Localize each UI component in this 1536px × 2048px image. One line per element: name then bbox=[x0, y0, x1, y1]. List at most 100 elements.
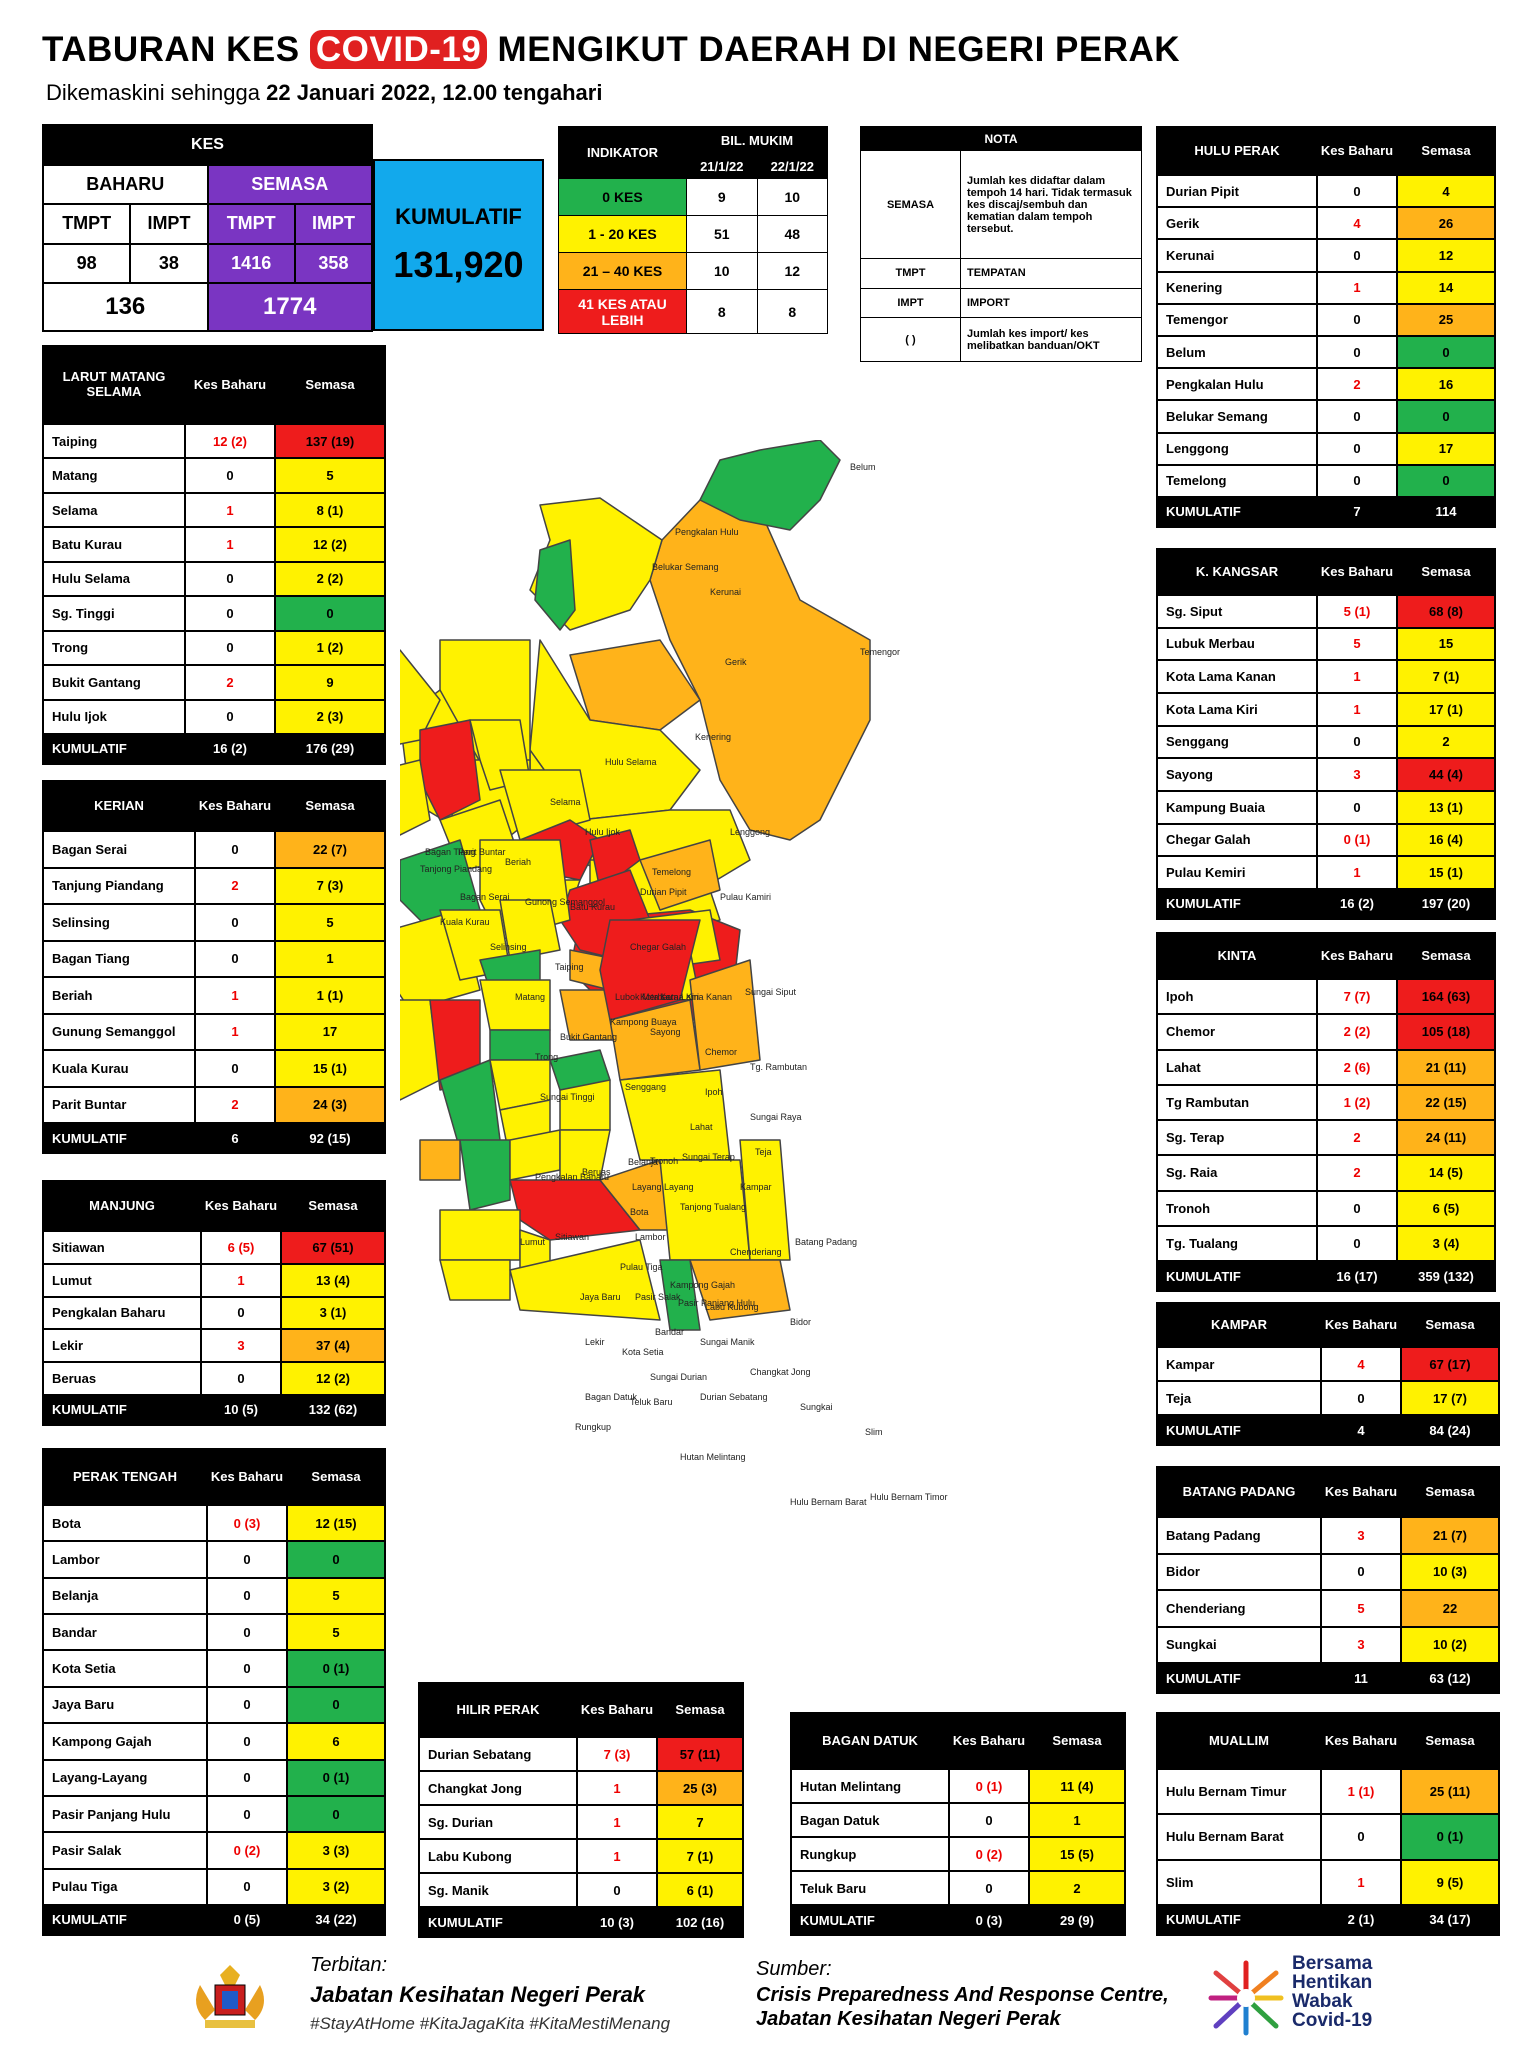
kes-baharu: 0 bbox=[1316, 238, 1398, 273]
district-name: BATANG PADANG bbox=[1156, 1466, 1322, 1518]
mukim-name: Senggang bbox=[1156, 724, 1318, 760]
semasa-value: 10 (3) bbox=[1400, 1552, 1500, 1591]
indikator-value: 48 bbox=[756, 215, 828, 253]
map-label: Taiping bbox=[555, 962, 584, 972]
indikator-value: 51 bbox=[686, 215, 758, 253]
mukim-name: Gerik bbox=[1156, 206, 1318, 241]
map-label: Kampar bbox=[740, 1182, 772, 1192]
semasa-value: 14 (5) bbox=[1396, 1154, 1496, 1192]
source-line-1: Crisis Preparedness And Response Centre, bbox=[756, 1984, 1169, 2006]
col-kes-baharu: Kes Baharu bbox=[1316, 548, 1398, 596]
district-table-larut: LARUT MATANG SELAMA Kes Baharu Semasa Taipi… bbox=[42, 345, 386, 765]
kumulatif-label: KUMULATIF bbox=[42, 1903, 208, 1936]
mukim-name: Lambor bbox=[42, 1540, 208, 1579]
map-label: Lahat bbox=[690, 1122, 713, 1132]
kes-baharu: 0 bbox=[206, 1794, 288, 1834]
kes-baharu: 0 bbox=[194, 830, 276, 869]
region-kampar bbox=[599, 919, 701, 1021]
semasa-value: 17 (7) bbox=[1400, 1380, 1500, 1416]
region-belanja bbox=[499, 899, 561, 961]
mukim-name: Kampung Buaia bbox=[1156, 789, 1318, 825]
indikator-label: 21 – 40 KES bbox=[558, 252, 687, 290]
subtitle-date: 22 Januari 2022, 12.00 tengahari bbox=[266, 80, 603, 105]
kumulatif-label: KUMULATIF bbox=[418, 1906, 578, 1938]
kumulatif-baharu: 10 (5) bbox=[200, 1393, 282, 1426]
col-kes-baharu: Kes Baharu bbox=[206, 1448, 288, 1506]
kes-baharu: 0 bbox=[206, 1867, 288, 1906]
mukim-name: Belum bbox=[1156, 334, 1318, 370]
kes-baharu: 0 bbox=[184, 629, 276, 667]
mukim-name: Bagan Datuk bbox=[790, 1802, 950, 1838]
kes-baharu: 1 (1) bbox=[1320, 1767, 1402, 1816]
bil-mukim-title: BIL. MUKIM bbox=[686, 126, 828, 155]
kumulatif-box: KUMULATIF 131,920 bbox=[373, 125, 544, 331]
mukim-name: Gunung Semanggol bbox=[42, 1012, 196, 1051]
semasa-value: 12 (2) bbox=[280, 1361, 386, 1396]
map-label: Sungai Raya bbox=[750, 1112, 802, 1122]
mukim-name: Beruas bbox=[42, 1361, 202, 1396]
kumulatif-baharu: 7 bbox=[1316, 495, 1398, 528]
map-label: Belukar Semang bbox=[652, 562, 719, 572]
publisher-name: Jabatan Kesihatan Negeri Perak bbox=[310, 1982, 646, 2007]
kes-baharu: 3 bbox=[200, 1328, 282, 1364]
map-label: Matang bbox=[515, 992, 545, 1002]
kes-baharu: 0 bbox=[1316, 1189, 1398, 1227]
semasa-value: 0 bbox=[286, 1540, 386, 1579]
mukim-name: Tg Rambutan bbox=[1156, 1083, 1318, 1122]
campaign-line-4: Covid-19 bbox=[1292, 2010, 1373, 2031]
date-1: 21/1/22 bbox=[686, 154, 758, 179]
kes-baharu: 0 bbox=[206, 1685, 288, 1725]
kumulatif-semasa: 34 (22) bbox=[286, 1903, 386, 1936]
semasa-value: 17 bbox=[274, 1012, 386, 1051]
kes-baharu: 0 (2) bbox=[206, 1831, 288, 1870]
map-label: Sungkai bbox=[800, 1402, 833, 1412]
map-label: Belanja bbox=[628, 1157, 658, 1167]
kes-baharu: 3 bbox=[1320, 1625, 1402, 1664]
map-label: Parit Buntar bbox=[458, 847, 506, 857]
kes-baharu: 2 bbox=[1316, 367, 1398, 402]
kes-baharu: 0 bbox=[1316, 431, 1398, 466]
kes-baharu: 0 bbox=[206, 1576, 288, 1616]
semasa-value: 164 (63) bbox=[1396, 977, 1496, 1016]
nota-key: IMPT bbox=[860, 287, 961, 318]
kes-baharu: 0 bbox=[194, 903, 276, 942]
kes-baharu: 5 (1) bbox=[1316, 594, 1398, 629]
mukim-name: Chegar Galah bbox=[1156, 822, 1318, 858]
kumulatif-label: KUMULATIF bbox=[1156, 1260, 1318, 1292]
district-name: KERIAN bbox=[42, 780, 196, 832]
region-chenderiang bbox=[609, 999, 701, 1081]
kes-title: KES bbox=[42, 124, 373, 166]
semasa-value: 0 (1) bbox=[1400, 1813, 1500, 1861]
semasa-value: 15 (5) bbox=[1028, 1836, 1126, 1872]
mukim-name: Matang bbox=[42, 457, 186, 494]
mukim-name: Kampong Gajah bbox=[42, 1722, 208, 1761]
semasa-value: 6 (1) bbox=[656, 1872, 744, 1908]
map-label: Senggang bbox=[625, 1082, 666, 1092]
map-label: Hulu Bernam Timor bbox=[870, 1492, 948, 1502]
kumulatif-semasa: 197 (20) bbox=[1396, 887, 1496, 920]
kes-baharu: 4 bbox=[1320, 1346, 1402, 1382]
semasa-value: 1 (1) bbox=[274, 976, 386, 1015]
kes-baharu: 0 bbox=[1316, 302, 1398, 337]
kes-baharu: 0 (1) bbox=[1316, 822, 1398, 858]
semasa-value: 2 bbox=[1396, 724, 1496, 760]
indikator-value: 8 bbox=[686, 289, 758, 334]
semasa-value: 0 bbox=[274, 595, 386, 632]
kumulatif-semasa: 92 (15) bbox=[274, 1122, 386, 1154]
campaign-line-2: Hentikan bbox=[1292, 1972, 1373, 1993]
map-label: Lambor bbox=[635, 1232, 666, 1242]
kumulatif-baharu: 2 (1) bbox=[1320, 1903, 1402, 1936]
indikator-table: INDIKATOR BIL. MUKIM 21/1/22 22/1/22 0 KES… bbox=[558, 126, 828, 334]
map-label: Sungai Tinggi bbox=[540, 1092, 595, 1102]
map-label: Kuala Kurau bbox=[440, 917, 490, 927]
kes-baharu: 2 (2) bbox=[1316, 1013, 1398, 1051]
mukim-name: Belanja bbox=[42, 1576, 208, 1616]
mukim-name: Teluk Baru bbox=[790, 1870, 950, 1906]
mukim-name: Pengkalan Hulu bbox=[1156, 367, 1318, 402]
col-semasa: Semasa bbox=[1400, 1712, 1500, 1770]
semasa-value: 0 bbox=[1396, 463, 1496, 498]
kes-baharu: 1 bbox=[1316, 691, 1398, 727]
kumulatif-baharu: 16 (17) bbox=[1316, 1260, 1398, 1292]
mukim-name: Batu Kurau bbox=[42, 526, 186, 563]
map-label: Beriah bbox=[505, 857, 531, 867]
